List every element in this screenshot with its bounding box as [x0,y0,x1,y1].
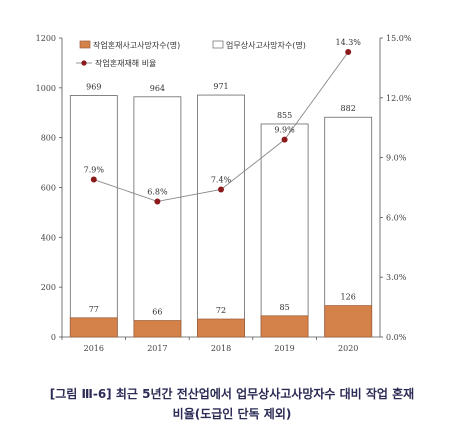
legend-swatch-mixed [79,40,91,49]
ratio-value-label: 9.9% [274,126,295,135]
bar-total-deaths [260,123,309,338]
ratio-value-label: 6.8% [147,187,168,196]
ratio-point [345,48,352,55]
y-right-tick-label: 0.0% [386,333,407,342]
y-left-tick-label: 800 [41,134,56,143]
bar-mixed-value-label: 66 [152,308,162,317]
bar-mixed-work-deaths [69,317,118,338]
ratio-point [281,136,288,143]
y-right-tick-label: 6.0% [386,213,407,222]
ratio-value-label: 14.3% [335,38,361,47]
chart: 0 200 400 600 800 1000 1200 0.0% 3.0% 6.0% 9.0% 12.… [36,34,412,353]
ratio-point [218,186,224,193]
bar-total-deaths [324,116,373,338]
bar-mixed-value-label: 126 [341,293,356,302]
bar-total-value-label: 969 [86,83,101,92]
caption-line-2: 비율(도급인 단독 제외) [172,407,292,421]
y-right-tick-label: 12.0% [386,94,412,103]
bar-total-value-label: 882 [341,104,356,113]
bar-mixed-value-label: 85 [280,303,290,312]
x-tick-label: 2019 [274,344,294,353]
bar-total-value-label: 964 [150,84,165,93]
ratio-value-label: 7.9% [84,166,105,175]
bar-total-deaths [133,96,182,338]
bar-mixed-value-label: 77 [89,305,99,314]
y-left-tick-label: 1200 [36,34,56,43]
legend-label-total: 업무상사고사망자수(명) [226,40,306,50]
bar-total-value-label: 971 [213,82,228,91]
y-right-tick-label: 3.0% [386,273,407,282]
y-left-tick-label: 600 [41,184,56,193]
legend-label-ratio: 작업혼재재해 비율 [95,58,156,68]
ratio-point [90,176,97,183]
figure-caption: [그림 Ⅲ-6] 최근 5년간 전산업에서 업무상사고사망자수 대비 작업 혼재… [0,384,464,424]
bar-mixed-value-label: 72 [216,306,226,315]
bar-total-deaths [197,94,245,338]
x-tick-label: 2020 [338,344,358,353]
y-right-tick-label: 15.0% [386,34,412,43]
y-left-tick-label: 400 [41,233,56,242]
y-right-tick-label: 9.0% [386,154,407,163]
legend-marker-ratio [81,60,87,66]
x-tick-label: 2017 [147,344,167,353]
ratio-value-label: 7.4% [211,175,232,184]
caption-line-1: [그림 Ⅲ-6] 최근 5년간 전산업에서 업무상사고사망자수 대비 작업 혼재 [49,387,415,401]
x-tick-label: 2018 [211,344,231,353]
y-left-tick-label: 1000 [36,84,56,93]
y-left-tick-label: 200 [41,283,56,292]
bar-total-deaths [69,95,118,338]
bar-total-value-label: 855 [277,111,292,120]
bar-mixed-work-deaths [324,305,373,338]
bar-mixed-work-deaths [197,318,245,338]
ratio-point [154,198,161,205]
x-tick-label: 2016 [84,344,104,353]
bar-mixed-work-deaths [260,315,309,338]
y-left-tick-label: 0 [51,333,56,342]
legend-label-mixed: 작업혼재사고사망자수(명) [93,40,180,50]
bar-mixed-work-deaths [133,320,182,338]
legend-swatch-total [212,40,224,49]
